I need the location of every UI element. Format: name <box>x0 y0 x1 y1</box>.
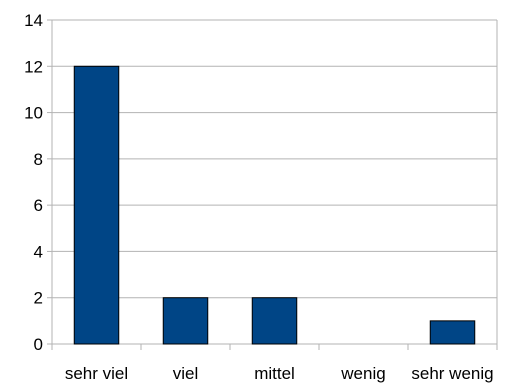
bar-mittel <box>251 297 298 345</box>
x-tick-label: mittel <box>254 364 295 383</box>
y-tick-labels: 0 2 4 6 8 10 12 14 <box>24 11 43 354</box>
bar-sehr-wenig <box>429 320 476 345</box>
y-tick-label: 0 <box>34 335 43 354</box>
gridlines <box>52 19 497 299</box>
y-tick-label: 14 <box>24 11 43 30</box>
bar-sehr-viel <box>73 65 120 345</box>
x-tick-label: sehr wenig <box>411 364 493 383</box>
bar-viel <box>162 297 209 345</box>
x-tick-label: wenig <box>340 364 385 383</box>
x-tick-labels: sehr viel viel mittel wenig sehr wenig <box>65 364 494 383</box>
y-tick-label: 8 <box>34 150 43 169</box>
y-tick-label: 6 <box>34 196 43 215</box>
x-tick-label: viel <box>173 364 199 383</box>
y-tick-label: 2 <box>34 289 43 308</box>
bars <box>73 65 476 345</box>
y-tick-label: 4 <box>34 242 43 261</box>
x-tick-label: sehr viel <box>65 364 128 383</box>
y-tick-label: 10 <box>24 104 43 123</box>
y-tick-label: 12 <box>24 57 43 76</box>
